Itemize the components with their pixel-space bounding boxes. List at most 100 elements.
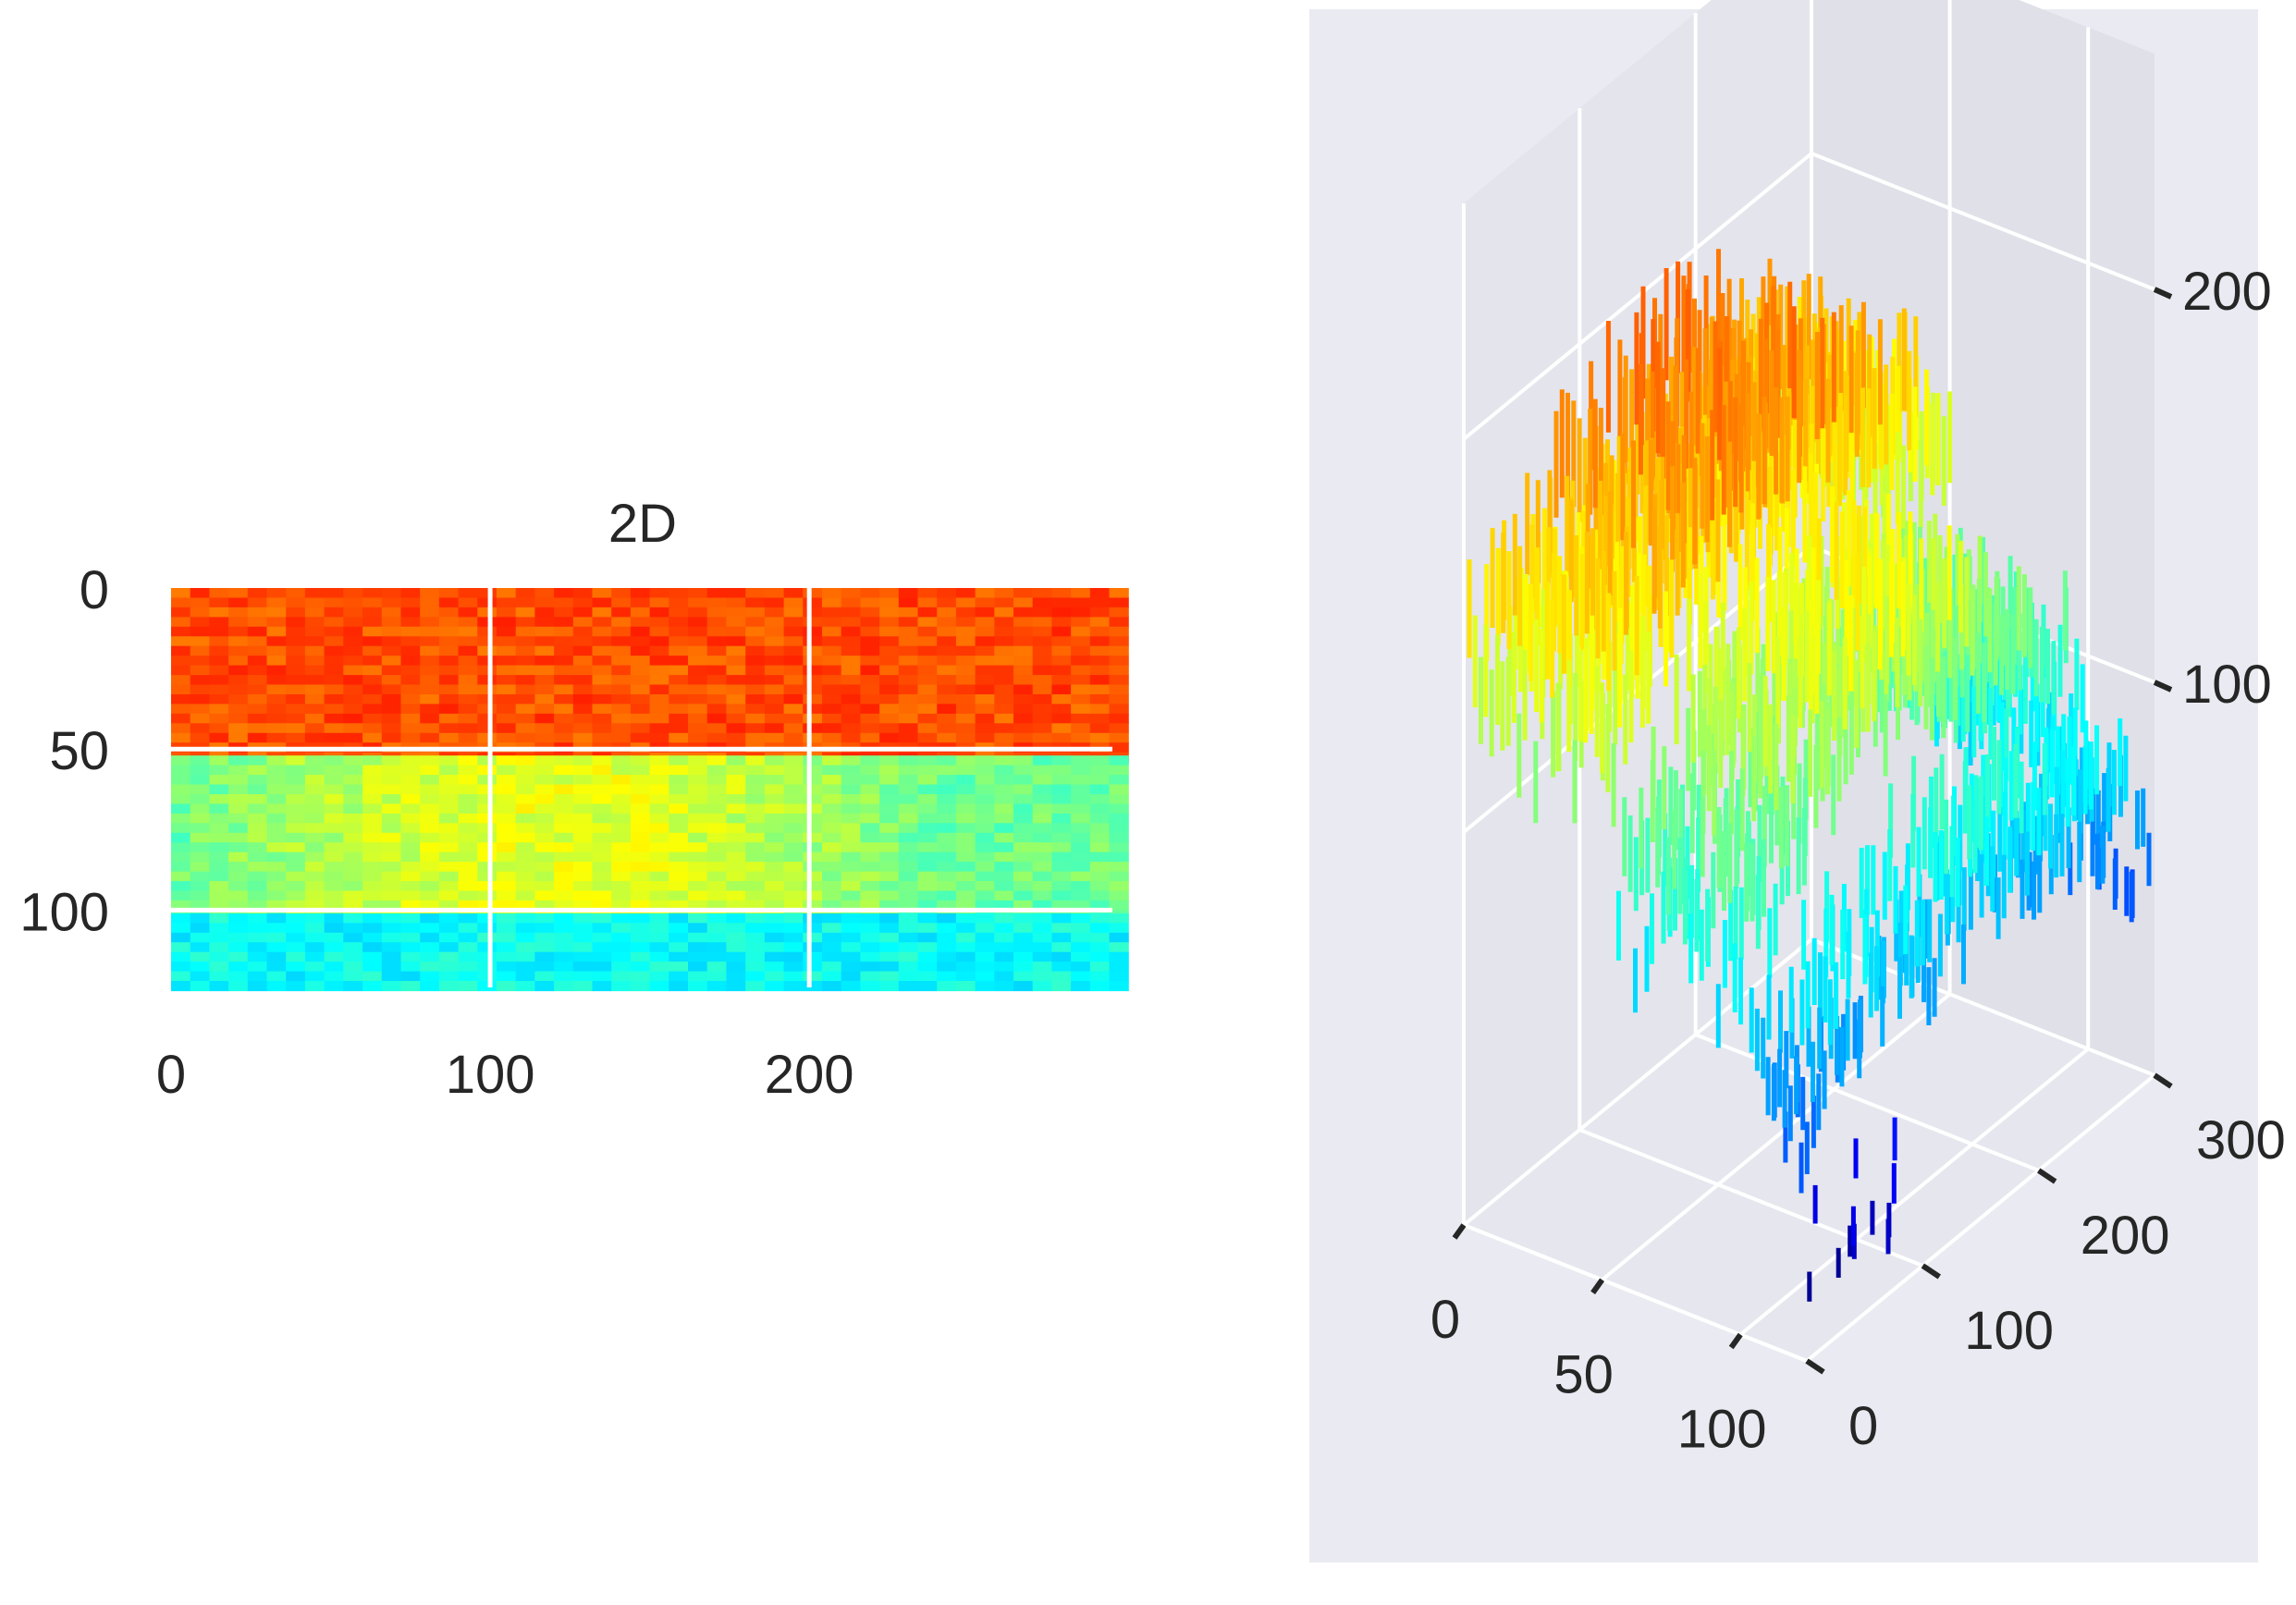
heatmap-cell-1855 (266, 932, 287, 943)
heatmap-cell-1447 (1071, 852, 1091, 863)
heatmap-cell-1092 (975, 784, 995, 795)
heatmap-cell-290 (937, 636, 957, 647)
heatmap-cell-2126 (669, 981, 689, 992)
heatmap-cell-354 (247, 655, 268, 667)
heatmap-cell-1838 (898, 923, 919, 934)
heatmap-cell-472 (592, 675, 612, 686)
heatmap-cell-1033 (803, 775, 823, 786)
heatmap-cell-6 (286, 588, 306, 599)
heatmap-cell-782 (783, 732, 804, 743)
heatmap-cell-453 (228, 675, 249, 686)
heatmap-cell-159 (343, 617, 363, 628)
heatmap-cell-287 (879, 636, 900, 647)
heatmap-cell-2146 (1051, 981, 1072, 992)
heatmap-cell-1015 (458, 775, 478, 786)
heatmap-cell-1528 (706, 871, 727, 882)
heatmap-cell-273 (611, 636, 632, 647)
heatmap-cell-698 (1089, 713, 1111, 724)
heatmap-cell-1754 (247, 913, 268, 924)
heatmap-cell-2019 (534, 962, 555, 973)
heatmap-cell-232 (783, 626, 804, 637)
surface-tick-mark-4 (1921, 1263, 1941, 1280)
heatmap-cell-587 (879, 694, 900, 705)
heatmap-cell-1443 (994, 852, 1014, 863)
heatmap-cell-1153 (228, 803, 249, 815)
heatmap-cell-2061 (381, 971, 402, 982)
heatmap-cell-2107 (304, 981, 325, 992)
heatmap-cell-968 (515, 765, 535, 776)
heatmap-cell-679 (726, 713, 746, 724)
heatmap-cell-1542 (975, 871, 995, 882)
heatmap-cell-1930 (745, 942, 766, 953)
heatmap-cell-207 (304, 626, 325, 637)
heatmap-cell-579 (726, 694, 746, 705)
heatmap-cell-1109 (343, 794, 363, 805)
heatmap-x-tick-1: 100 (446, 1045, 535, 1105)
heatmap-cell-409 (343, 665, 363, 676)
heatmap-cell-1276 (669, 823, 689, 834)
heatmap-cell-15 (458, 588, 478, 599)
heatmap-cell-1418 (515, 852, 535, 863)
heatmap-cell-125 (649, 606, 669, 618)
heatmap-cell-1208 (324, 813, 344, 824)
heatmap-cell-262 (400, 636, 421, 647)
heatmap-cell-1990 (937, 951, 957, 962)
heatmap-cell-79 (726, 597, 746, 608)
heatmap-cell-526 (669, 684, 689, 695)
heatmap-cell-2023 (611, 962, 632, 973)
heatmap-cell-1910 (362, 942, 383, 953)
heatmap-cell-1168 (515, 803, 535, 815)
heatmap-cell-1861 (381, 932, 402, 943)
heatmap-cell-686 (860, 713, 880, 724)
heatmap-cell-1670 (554, 900, 574, 911)
heatmap-cell-203 (228, 626, 249, 637)
heatmap-cell-549 (1109, 684, 1129, 695)
heatmap-cell-1985 (841, 951, 861, 962)
heatmap-cell-1387 (879, 842, 900, 853)
heatmap-cell-40 (937, 588, 957, 599)
heatmap-cell-630 (745, 704, 766, 715)
heatmap-cell-2109 (343, 981, 363, 992)
heatmap-cell-1332 (783, 832, 804, 843)
heatmap-cell-172 (592, 617, 612, 628)
heatmap-cell-97 (1071, 597, 1091, 608)
heatmap-cell-221 (572, 626, 594, 637)
heatmap-cell-1026 (669, 775, 689, 786)
heatmap-cell-120 (554, 606, 574, 618)
heatmap-cell-649 (1109, 704, 1129, 715)
heatmap-cell-1496 (1051, 862, 1072, 873)
heatmap-cell-1084 (822, 784, 842, 795)
heatmap-cell-1309 (343, 832, 363, 843)
heatmap-cell-680 (745, 713, 766, 724)
heatmap-cell-756 (286, 732, 306, 743)
heatmap-cell-155 (266, 617, 287, 628)
heatmap-cell-42 (975, 588, 995, 599)
heatmap-cell-2143 (994, 981, 1014, 992)
heatmap-cell-2149 (1109, 981, 1129, 992)
heatmap-cell-1676 (669, 900, 689, 911)
heatmap-cell-362 (400, 655, 421, 667)
heatmap-cell-282 (783, 636, 804, 647)
heatmap-cell-493 (994, 675, 1014, 686)
heatmap-cell-1444 (1013, 852, 1034, 863)
heatmap-cell-757 (304, 732, 325, 743)
heatmap-cell-226 (669, 626, 689, 637)
heatmap-cell-639 (917, 704, 938, 715)
heatmap-cell-2049 (1109, 962, 1129, 973)
heatmap-cell-430 (745, 665, 766, 676)
heatmap-cell-1540 (937, 871, 957, 882)
heatmap-cell-2013 (420, 962, 440, 973)
heatmap-cell-1321 (572, 832, 594, 843)
heatmap-cell-1122 (592, 794, 612, 805)
heatmap-cell-73 (611, 597, 632, 608)
heatmap-cell-128 (706, 606, 727, 618)
heatmap-cell-1295 (1032, 823, 1052, 834)
surface-tick-mark-1 (1590, 1278, 1605, 1295)
heatmap-cell-1414 (438, 852, 460, 863)
heatmap-cell-1599 (1109, 881, 1129, 892)
heatmap-cell-1690 (937, 900, 957, 911)
heatmap-cell-134 (822, 606, 842, 618)
heatmap-cell-1229 (726, 813, 746, 824)
heatmap-cell-1377 (688, 842, 708, 853)
